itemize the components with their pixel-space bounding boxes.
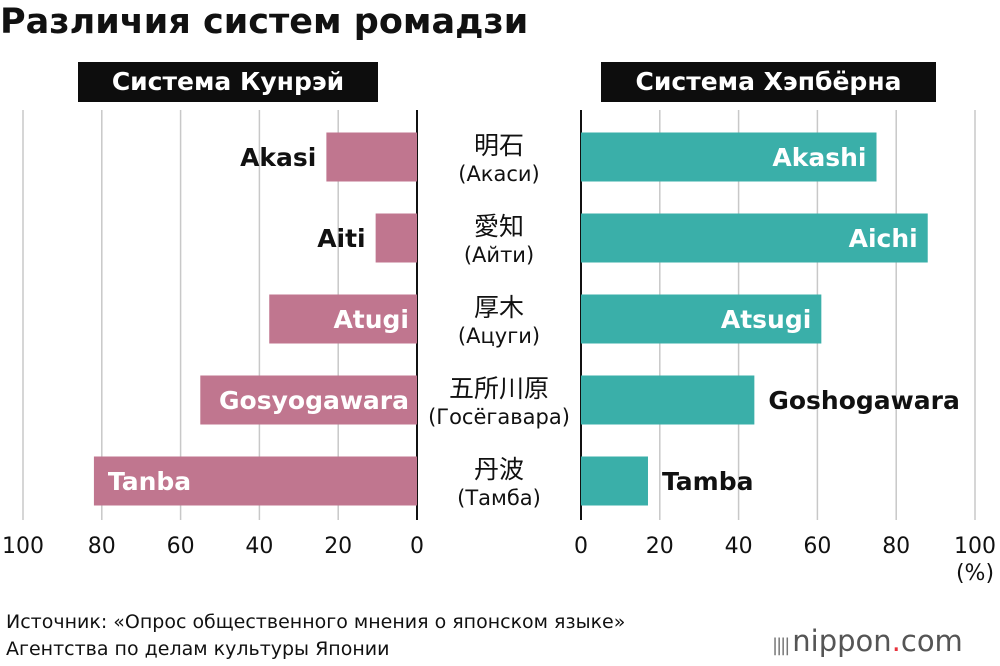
kunrei-bar [269,294,417,344]
category-kanji: 愛知 [474,212,524,241]
kunrei-bar [326,132,417,182]
hepburn-tick-label: 0 [574,534,588,559]
chart-title: Различия систем ромадзи [0,2,529,42]
source-line-1: Источник: «Опрос общественного мнения о … [6,611,626,633]
kunrei-bar [93,456,418,506]
nippon-logo: |||| nippon.com [772,624,963,658]
kunrei-panel-label: Система Кунрэй [78,62,378,102]
category-reading: (Акаси) [458,162,540,186]
hepburn-bar-label: Akashi [772,143,866,172]
kunrei-bar [200,375,417,425]
hepburn-tick-label: 60 [803,534,831,559]
logo-name: nippon [792,624,892,658]
category-kanji: 丹波 [474,455,524,484]
category-kanji: 五所川原 [449,374,549,403]
category-reading: (Госёгавара) [428,405,570,429]
hepburn-tick-label: 20 [646,534,674,559]
hepburn-bar [581,456,648,506]
hepburn-bar-label: Atsugi [721,305,811,334]
kunrei-bar-label: Atugi [333,305,409,334]
hepburn-tick-label: 40 [725,534,753,559]
kunrei-tick-label: 20 [324,534,352,559]
category-reading: (Айти) [464,243,534,267]
hepburn-bar [581,375,755,425]
hepburn-tick-label: 80 [882,534,910,559]
logo-suffix: com [900,624,963,658]
source-line-2: Агентства по делам культуры Японии [6,638,390,660]
kunrei-bar-label: Gosyogawara [219,386,409,415]
hepburn-tick-label: 100 [954,534,996,559]
kunrei-bar-label: Aiti [317,224,365,253]
kunrei-bar-label: Akasi [240,143,316,172]
logo-mark-icon: |||| [772,635,790,656]
hepburn-bar [581,294,822,344]
source-note: Источник: «Опрос общественного мнения о … [6,609,625,663]
category-reading: (Ацуги) [458,324,540,348]
category-kanji: 明石 [474,131,524,160]
unit-label: (%) [956,561,994,586]
kunrei-tick-label: 80 [88,534,116,559]
kunrei-tick-label: 0 [410,534,424,559]
category-reading: (Тамба) [457,486,541,510]
kunrei-bar [375,213,417,263]
hepburn-bar-label: Aichi [849,224,918,253]
hepburn-panel-label: Система Хэпбёрна [601,62,936,102]
kunrei-tick-label: 100 [2,534,44,559]
kunrei-tick-label: 60 [167,534,195,559]
hepburn-bar [581,132,877,182]
hepburn-bar-label: Goshogawara [768,386,959,415]
category-kanji: 厚木 [474,293,524,322]
kunrei-bar-label: Tanba [108,467,191,496]
kunrei-tick-label: 40 [245,534,273,559]
hepburn-bar [581,213,928,263]
logo-dot: . [891,624,901,658]
hepburn-bar-label: Tamba [662,467,754,496]
bar-chart: 0 20 40 60 80 100 Akasi Aiti Atugi Gosyogawara Tan… [2,110,996,586]
